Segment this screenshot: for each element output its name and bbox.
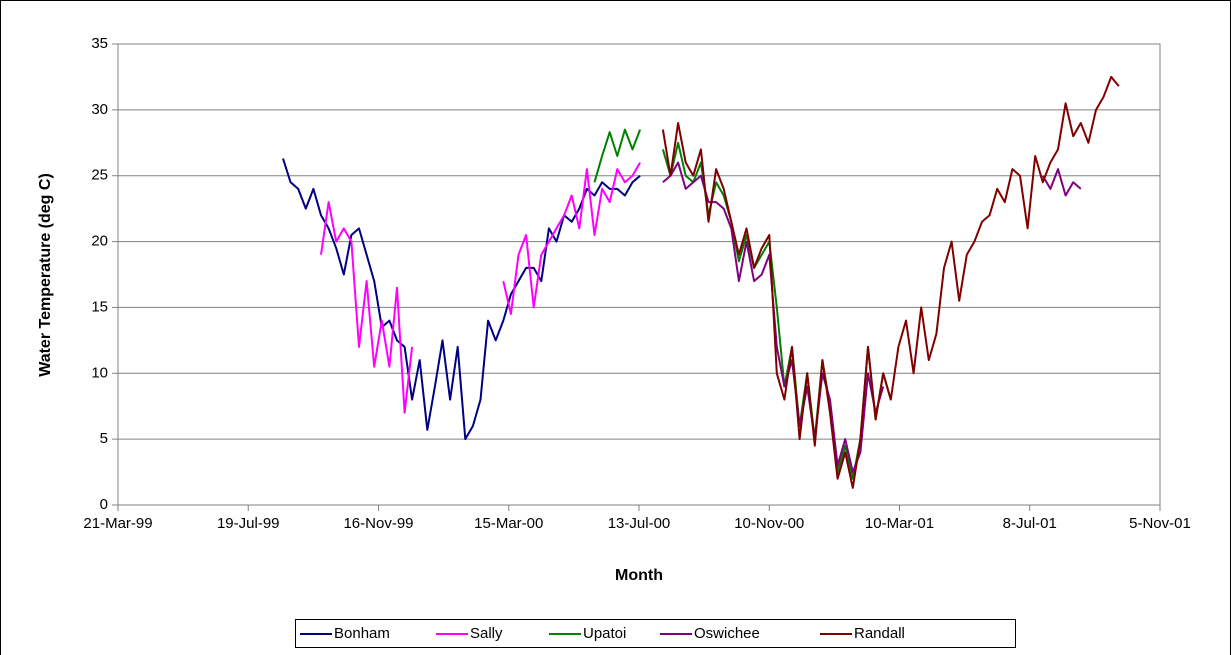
legend — [295, 619, 1016, 648]
x-axis-label: Month — [615, 567, 663, 584]
series-line — [320, 162, 641, 414]
series-line — [282, 158, 641, 441]
y-tick-label: 10 — [91, 364, 108, 381]
legend-label: Bonham — [334, 625, 390, 642]
legend-label: Oswichee — [694, 625, 760, 642]
x-tick-label: 19-Jul-99 — [217, 515, 280, 532]
x-tick-label: 15-Mar-00 — [474, 515, 543, 532]
x-tick-label: 21-Mar-99 — [83, 515, 152, 532]
x-tick-label: 13-Jul-00 — [608, 515, 671, 532]
y-tick-label: 15 — [91, 298, 108, 315]
x-tick-label: 10-Mar-01 — [865, 515, 934, 532]
legend-label: Upatoi — [583, 625, 626, 642]
y-tick-label: 35 — [91, 35, 108, 52]
series-line — [661, 75, 1120, 489]
x-tick-label: 8-Jul-01 — [1003, 515, 1057, 532]
legend-label: Sally — [470, 625, 503, 642]
y-axis-label: Water Temperature (deg C) — [37, 173, 54, 377]
y-tick-label: 5 — [100, 430, 108, 447]
y-tick-label: 25 — [91, 167, 108, 184]
series-line — [593, 128, 892, 480]
y-tick-label: 20 — [91, 233, 108, 250]
x-tick-label: 10-Nov-00 — [734, 515, 804, 532]
y-tick-label: 30 — [91, 101, 108, 118]
y-tick-label: 0 — [100, 496, 108, 513]
x-tick-label: 5-Nov-01 — [1129, 515, 1191, 532]
x-tick-label: 16-Nov-99 — [343, 515, 413, 532]
legend-label: Randall — [854, 625, 905, 642]
